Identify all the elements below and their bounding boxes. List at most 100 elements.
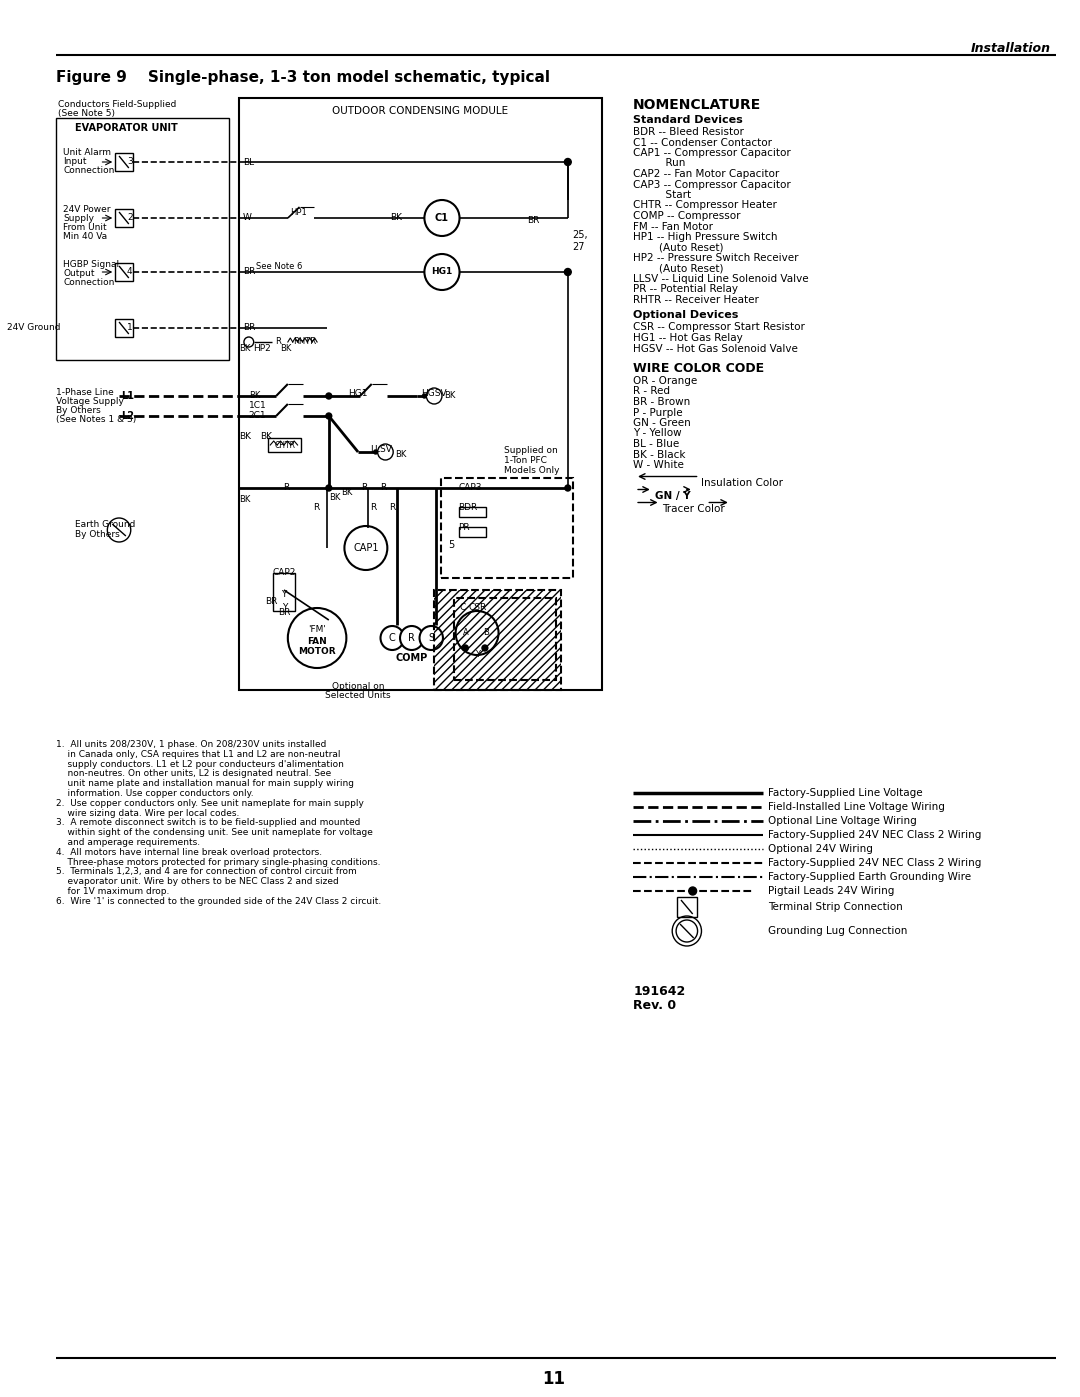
Text: CHTR: CHTR [274, 440, 296, 450]
Circle shape [424, 200, 459, 236]
Text: BK: BK [248, 391, 260, 400]
Text: (See Note 5): (See Note 5) [57, 109, 114, 117]
Text: Earth Ground: Earth Ground [76, 520, 135, 529]
Bar [268, 439, 301, 453]
Text: 2: 2 [126, 214, 133, 222]
Bar [56, 117, 229, 360]
Text: for 1V maximum drop.: for 1V maximum drop. [56, 887, 168, 895]
Text: Optional 24V Wiring: Optional 24V Wiring [768, 844, 873, 854]
Circle shape [400, 626, 423, 650]
Text: BK: BK [390, 214, 402, 222]
Text: (Auto Reset): (Auto Reset) [633, 264, 724, 274]
Text: Factory-Supplied 24V NEC Class 2 Wiring: Factory-Supplied 24V NEC Class 2 Wiring [768, 830, 982, 840]
Text: BK: BK [328, 493, 340, 502]
Text: 1C1: 1C1 [248, 401, 267, 409]
Text: Voltage Supply: Voltage Supply [56, 397, 123, 407]
Text: CAP2 -- Fan Motor Capacitor: CAP2 -- Fan Motor Capacitor [633, 169, 780, 179]
Text: 1-Phase Line: 1-Phase Line [56, 388, 113, 397]
Text: Insulation Color: Insulation Color [702, 479, 783, 489]
Text: L1: L1 [121, 391, 134, 401]
Circle shape [419, 626, 443, 650]
Text: 11: 11 [542, 1370, 565, 1389]
Text: RHTR -- Receiver Heater: RHTR -- Receiver Heater [633, 295, 759, 305]
Text: Y: Y [474, 650, 480, 659]
Text: BK - Black: BK - Black [633, 450, 686, 460]
Text: BK: BK [239, 432, 251, 441]
Text: HG1: HG1 [349, 388, 368, 398]
Circle shape [462, 645, 469, 651]
Text: Min 40 Va: Min 40 Va [64, 232, 108, 242]
Text: From Unit: From Unit [64, 224, 107, 232]
Text: BR: BR [266, 597, 278, 606]
Text: Y: Y [281, 590, 286, 599]
Circle shape [456, 610, 499, 655]
Text: Standard Devices: Standard Devices [633, 115, 743, 124]
Text: 4: 4 [126, 267, 133, 277]
Text: S: S [428, 633, 434, 643]
Text: HP2: HP2 [253, 344, 270, 353]
Text: BK: BK [444, 391, 456, 401]
Text: B: B [483, 629, 489, 637]
Text: 2.  Use copper conductors only. See unit nameplate for main supply: 2. Use copper conductors only. See unit … [56, 799, 364, 807]
Text: Conductors Field-Supplied: Conductors Field-Supplied [57, 101, 176, 109]
Circle shape [326, 485, 332, 490]
Text: COMP: COMP [395, 652, 428, 664]
Text: BR - Brown: BR - Brown [633, 397, 690, 407]
Text: Terminal Strip Connection: Terminal Strip Connection [768, 902, 903, 912]
Text: BK: BK [280, 344, 292, 353]
Bar [239, 98, 602, 690]
Text: Tracer Color: Tracer Color [662, 504, 725, 514]
Text: R: R [283, 483, 289, 493]
Text: C: C [459, 604, 465, 612]
Text: R: R [380, 483, 387, 493]
Bar [273, 573, 295, 610]
Text: Field-Installed Line Voltage Wiring: Field-Installed Line Voltage Wiring [768, 802, 945, 812]
Text: COMP -- Compressor: COMP -- Compressor [633, 211, 741, 221]
Text: 5: 5 [448, 541, 454, 550]
Text: Supplied on: Supplied on [504, 446, 558, 455]
Bar [116, 319, 133, 337]
Text: PR -- Potential Relay: PR -- Potential Relay [633, 285, 739, 295]
Circle shape [422, 394, 427, 398]
Text: 6.  Wire '1' is connected to the grounded side of the 24V Class 2 circuit.: 6. Wire '1' is connected to the grounded… [56, 897, 381, 905]
Text: BK: BK [260, 432, 272, 441]
Text: CAP1: CAP1 [353, 543, 379, 553]
Text: HP2 -- Pressure Switch Receiver: HP2 -- Pressure Switch Receiver [633, 253, 799, 263]
Text: OR - Orange: OR - Orange [633, 376, 698, 386]
Text: A: A [463, 629, 469, 637]
Circle shape [427, 388, 442, 404]
Text: Rev. 0: Rev. 0 [633, 999, 676, 1011]
Text: GN / Y: GN / Y [654, 492, 690, 502]
Text: NOMENCLATURE: NOMENCLATURE [633, 98, 761, 112]
Text: 1.  All units 208/230V, 1 phase. On 208/230V units installed: 1. All units 208/230V, 1 phase. On 208/2… [56, 740, 326, 749]
Text: CAP1 -- Compressor Capacitor: CAP1 -- Compressor Capacitor [633, 148, 791, 158]
Text: HG1: HG1 [431, 267, 453, 277]
Text: HP1: HP1 [289, 208, 307, 217]
Text: BR: BR [527, 217, 539, 225]
Text: 1: 1 [126, 324, 133, 332]
Text: 3.  A remote disconnect switch is to be field-supplied and mounted: 3. A remote disconnect switch is to be f… [56, 819, 360, 827]
Circle shape [424, 254, 459, 291]
Text: BL: BL [243, 158, 254, 168]
Text: 3: 3 [126, 158, 133, 166]
Bar [116, 154, 133, 170]
Circle shape [244, 337, 254, 346]
Text: C: C [389, 633, 395, 643]
Circle shape [689, 887, 697, 895]
Text: Run: Run [633, 158, 686, 169]
Text: By Others: By Others [76, 529, 120, 539]
Circle shape [326, 414, 332, 419]
Text: Input: Input [64, 156, 87, 166]
Text: FM -- Fan Motor: FM -- Fan Motor [633, 222, 713, 232]
Text: BR: BR [243, 267, 255, 277]
Text: Pigtail Leads 24V Wiring: Pigtail Leads 24V Wiring [768, 886, 894, 895]
Text: within sight of the condensing unit. See unit nameplate for voltage: within sight of the condensing unit. See… [56, 828, 373, 837]
Text: Connection: Connection [64, 278, 114, 286]
Text: P - Purple: P - Purple [633, 408, 683, 418]
Text: HGBP Signal: HGBP Signal [64, 260, 120, 270]
Text: wire sizing data. Wire per local codes.: wire sizing data. Wire per local codes. [56, 809, 239, 817]
Text: 191642: 191642 [633, 985, 686, 997]
Text: Supply: Supply [64, 214, 94, 224]
Text: BDR -- Bleed Resistor: BDR -- Bleed Resistor [633, 127, 744, 137]
Text: HG1 -- Hot Gas Relay: HG1 -- Hot Gas Relay [633, 332, 743, 344]
